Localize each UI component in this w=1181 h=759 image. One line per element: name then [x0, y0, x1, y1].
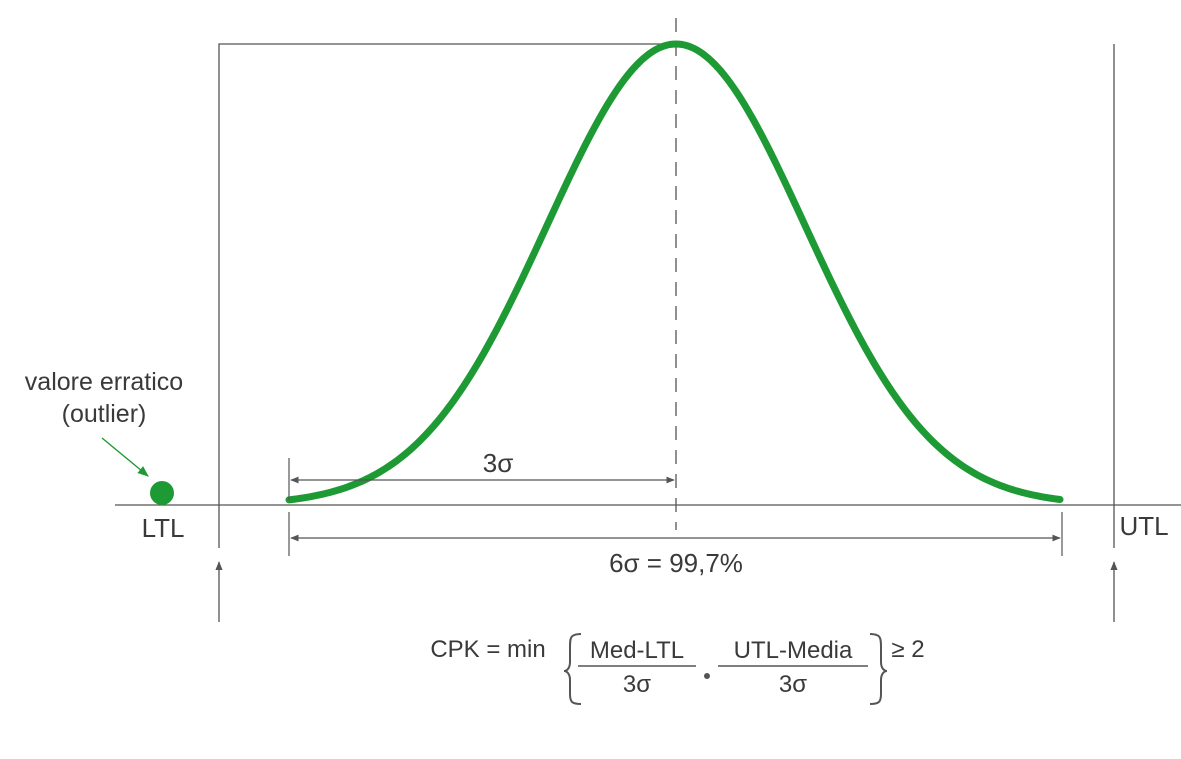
outlier-label-line1: valore erratico — [25, 368, 183, 396]
right-brace — [869, 633, 888, 705]
peak-reference-line — [218, 43, 676, 548]
fraction1-numerator: Med-LTL — [590, 637, 684, 664]
fraction-separator-dot — [704, 673, 710, 679]
ltl-label: LTL — [142, 513, 185, 543]
outlier-label-line2: (outlier) — [62, 400, 147, 428]
outlier-pointer-arrow — [101, 437, 149, 477]
six-sigma-label: 6σ = 99,7% — [609, 548, 743, 578]
fraction1-denominator: 3σ — [623, 671, 651, 698]
formula-prefix: CPK = min — [430, 636, 545, 663]
utl-label: UTL — [1119, 511, 1168, 541]
left-brace — [563, 633, 582, 705]
formula-suffix: ≥ 2 — [891, 636, 924, 663]
fraction2-denominator: 3σ — [779, 671, 807, 698]
three-sigma-label: 3σ — [483, 448, 514, 478]
bell-curve — [285, 40, 1064, 504]
outlier-point — [150, 481, 174, 505]
fraction2-numerator: UTL-Media — [734, 637, 853, 664]
